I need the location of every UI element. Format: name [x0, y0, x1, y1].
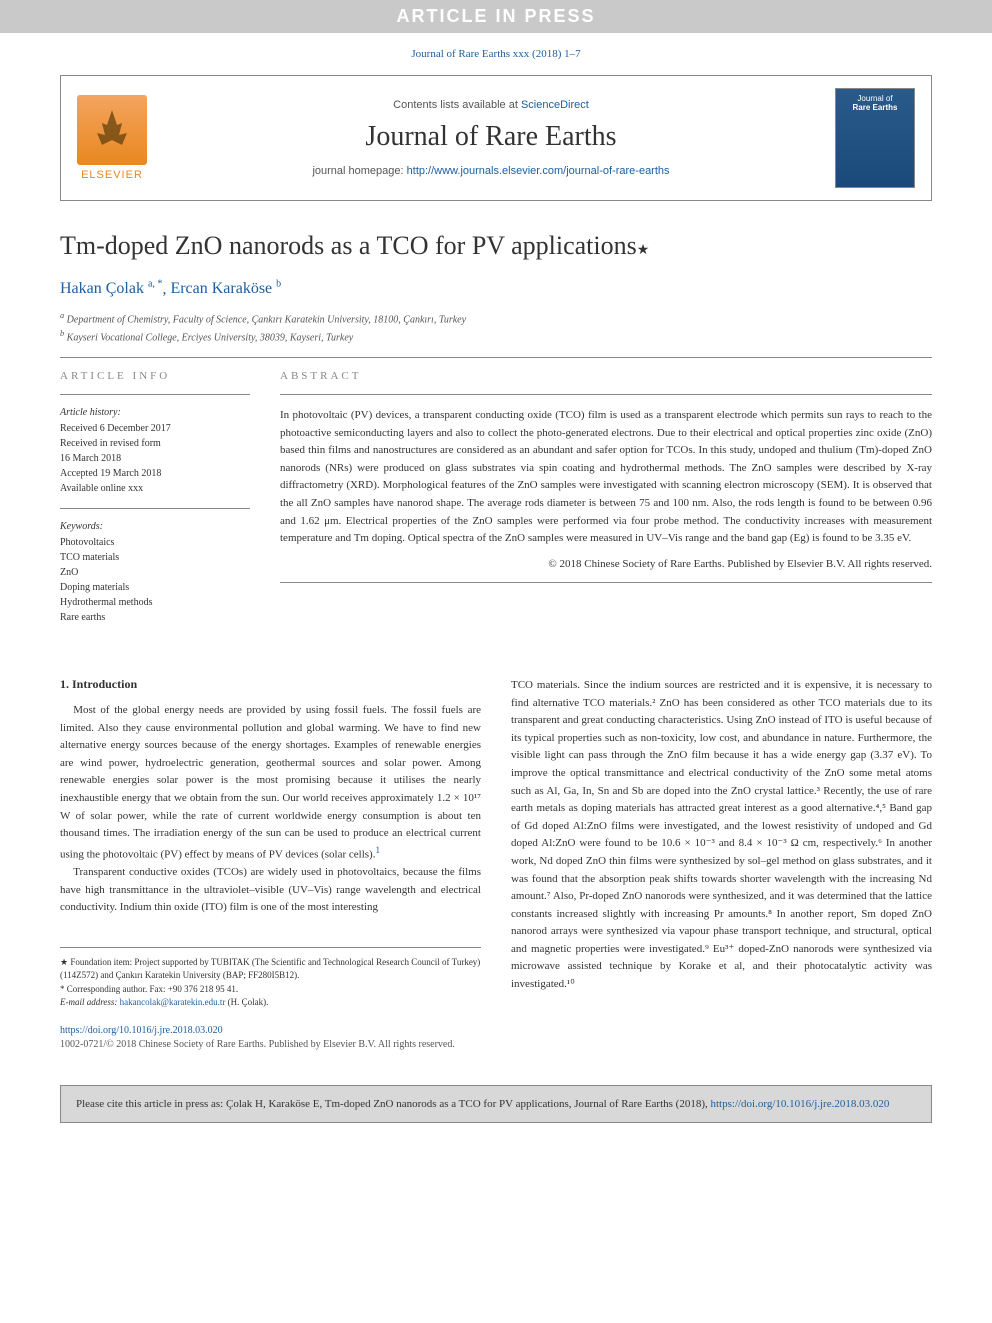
author-2[interactable]: Ercan Karaköse b [170, 280, 281, 297]
abstract-heading: ABSTRACT [280, 370, 932, 382]
main-content: Tm-doped ZnO nanorods as a TCO for PV ap… [0, 201, 992, 1070]
email-note: E-mail address: hakancolak@karatekin.edu… [60, 996, 481, 1010]
body-columns: 1. Introduction Most of the global energ… [60, 677, 932, 1010]
footnotes: ★ Foundation item: Project supported by … [60, 947, 481, 1010]
contents-line: Contents lists available at ScienceDirec… [167, 99, 815, 111]
affiliation-b: b Kayseri Vocational College, Erciyes Un… [60, 328, 932, 345]
email-link[interactable]: hakancolak@karatekin.edu.tr [120, 997, 226, 1007]
elsevier-label: ELSEVIER [81, 169, 143, 181]
divider [60, 357, 932, 358]
cover-subtitle: Rare Earths [853, 103, 898, 112]
history-label: Article history: [60, 407, 250, 418]
cover-title: Journal of [857, 94, 892, 103]
article-info-column: ARTICLE INFO Article history: Received 6… [60, 370, 250, 637]
article-title: Tm-doped ZnO nanorods as a TCO for PV ap… [60, 231, 932, 261]
keywords-text: Photovoltaics TCO materials ZnO Doping m… [60, 535, 250, 625]
authors: Hakan Çolak a, *, Ercan Karaköse b [60, 279, 932, 298]
journal-cover-thumbnail[interactable]: Journal of Rare Earths [835, 88, 915, 188]
contents-prefix: Contents lists available at [393, 99, 521, 111]
header-center: Contents lists available at ScienceDirec… [167, 99, 815, 177]
homepage-prefix: journal homepage: [312, 165, 406, 177]
ref-1[interactable]: 1 [375, 845, 380, 855]
body-col-left: 1. Introduction Most of the global energ… [60, 677, 481, 1010]
elsevier-logo[interactable]: ELSEVIER [77, 95, 147, 181]
divider [60, 394, 250, 395]
issn-line: 1002-0721/© 2018 Chinese Society of Rare… [60, 1039, 932, 1050]
sciencedirect-link[interactable]: ScienceDirect [521, 99, 589, 111]
title-footnote-star: ★ [637, 243, 650, 258]
elsevier-tree-icon [77, 95, 147, 165]
email-author: (H. Çolak). [225, 997, 268, 1007]
divider [60, 508, 250, 509]
history-text: Received 6 December 2017 Received in rev… [60, 421, 250, 496]
intro-para-1: Most of the global energy needs are prov… [60, 702, 481, 864]
cite-doi-link[interactable]: https://doi.org/10.1016/j.jre.2018.03.02… [711, 1098, 890, 1110]
doi-link[interactable]: https://doi.org/10.1016/j.jre.2018.03.02… [60, 1025, 932, 1036]
corresponding-note: * Corresponding author. Fax: +90 376 218… [60, 983, 481, 997]
divider [280, 394, 932, 395]
abstract-text: In photovoltaic (PV) devices, a transpar… [280, 407, 932, 548]
cite-box: Please cite this article in press as: Ço… [60, 1085, 932, 1124]
citation-line: Journal of Rare Earths xxx (2018) 1–7 [0, 33, 992, 75]
abstract-copyright: © 2018 Chinese Society of Rare Earths. P… [280, 558, 932, 570]
cite-text: Please cite this article in press as: Ço… [76, 1098, 711, 1110]
homepage-line: journal homepage: http://www.journals.el… [167, 165, 815, 177]
email-label: E-mail address: [60, 997, 120, 1007]
article-info-heading: ARTICLE INFO [60, 370, 250, 382]
abstract-column: ABSTRACT In photovoltaic (PV) devices, a… [280, 370, 932, 637]
intro-para-3: TCO materials. Since the indium sources … [511, 677, 932, 994]
intro-heading: 1. Introduction [60, 677, 481, 692]
homepage-url[interactable]: http://www.journals.elsevier.com/journal… [407, 165, 670, 177]
affiliation-a: a Department of Chemistry, Faculty of Sc… [60, 310, 932, 327]
author-1[interactable]: Hakan Çolak a, * [60, 280, 162, 297]
journal-header-box: ELSEVIER Contents lists available at Sci… [60, 75, 932, 201]
foundation-note: ★ Foundation item: Project supported by … [60, 956, 481, 983]
title-text: Tm-doped ZnO nanorods as a TCO for PV ap… [60, 231, 637, 260]
info-abstract-row: ARTICLE INFO Article history: Received 6… [60, 370, 932, 637]
journal-name: Journal of Rare Earths [167, 121, 815, 153]
body-col-right: TCO materials. Since the indium sources … [511, 677, 932, 1010]
affiliations: a Department of Chemistry, Faculty of Sc… [60, 310, 932, 345]
divider [280, 582, 932, 583]
intro-para-2: Transparent conductive oxides (TCOs) are… [60, 864, 481, 917]
article-in-press-banner: ARTICLE IN PRESS [0, 0, 992, 33]
keywords-label: Keywords: [60, 521, 250, 532]
